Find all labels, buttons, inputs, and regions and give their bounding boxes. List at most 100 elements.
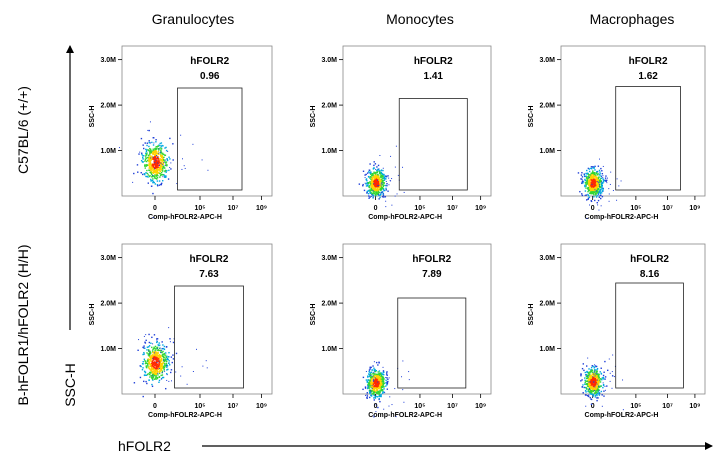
event-dot xyxy=(586,376,589,378)
event-dot xyxy=(580,380,582,382)
event-dot xyxy=(157,374,159,376)
event-dot xyxy=(147,359,149,362)
event-dot xyxy=(156,361,158,363)
plot-frame xyxy=(121,243,273,395)
event-dot xyxy=(380,180,382,182)
event-dot xyxy=(118,147,120,149)
event-dot xyxy=(153,150,155,153)
event-dot xyxy=(387,175,389,177)
event-dot xyxy=(154,151,156,154)
event-dot xyxy=(157,150,160,153)
event-dot xyxy=(373,161,375,163)
event-dot xyxy=(149,356,151,359)
event-dot xyxy=(382,191,384,193)
event-dot xyxy=(147,156,149,159)
event-dot xyxy=(590,190,592,193)
event-dot xyxy=(159,142,161,145)
event-dot xyxy=(590,200,592,202)
event-dot xyxy=(132,181,134,183)
event-dot xyxy=(156,183,159,186)
event-dot xyxy=(164,360,166,363)
event-dot xyxy=(408,371,410,373)
event-dot xyxy=(385,379,387,381)
event-dot xyxy=(164,352,167,354)
event-dot xyxy=(608,358,610,360)
event-dot xyxy=(151,141,153,144)
event-dot xyxy=(384,392,386,394)
event-dot xyxy=(590,376,593,378)
event-dot xyxy=(598,209,600,211)
event-dot xyxy=(590,393,592,395)
event-dot xyxy=(385,175,387,177)
event-dot xyxy=(597,379,599,381)
event-dot xyxy=(391,404,393,406)
event-dot xyxy=(595,190,597,193)
event-dot xyxy=(596,394,598,397)
event-dot xyxy=(377,164,380,167)
event-dot xyxy=(149,353,151,355)
event-dot xyxy=(141,368,144,371)
event-dot xyxy=(152,352,154,354)
event-dot xyxy=(373,375,376,378)
y-tick-label: 1.0M xyxy=(100,148,116,155)
event-dot xyxy=(157,360,159,362)
event-dot xyxy=(589,392,592,395)
event-dot xyxy=(375,173,377,176)
event-dot xyxy=(152,168,155,171)
event-dot xyxy=(148,350,150,353)
column-title-macrophages: Macrophages xyxy=(590,11,675,27)
y-tick-label: 3.0M xyxy=(539,255,555,262)
event-dot xyxy=(149,376,151,378)
event-dot xyxy=(142,156,144,159)
event-dot xyxy=(378,177,380,179)
event-dot xyxy=(380,185,383,188)
event-dot xyxy=(133,382,136,384)
event-dot xyxy=(155,150,157,152)
event-dot xyxy=(591,374,593,377)
event-dot xyxy=(596,189,599,191)
event-dot xyxy=(592,395,595,397)
event-dot xyxy=(142,346,144,349)
event-dot xyxy=(599,381,602,383)
event-dot xyxy=(378,374,381,376)
event-dot xyxy=(374,382,376,385)
event-dot xyxy=(374,377,376,379)
event-dot xyxy=(380,389,383,391)
event-dot xyxy=(379,387,381,390)
event-dot xyxy=(149,359,151,361)
event-dot xyxy=(379,184,382,187)
event-dot xyxy=(375,384,377,386)
event-dot xyxy=(597,391,600,393)
event-dot xyxy=(587,198,589,201)
event-dot xyxy=(163,162,165,164)
event-dot xyxy=(605,175,607,177)
event-dot xyxy=(375,378,377,381)
event-dot xyxy=(152,181,154,184)
event-dot xyxy=(585,387,587,389)
event-dot xyxy=(168,380,170,382)
event-dot xyxy=(604,179,606,181)
event-dot xyxy=(144,142,146,144)
event-dot xyxy=(144,347,146,350)
event-dot xyxy=(602,384,605,387)
event-dot xyxy=(165,149,168,152)
event-dot xyxy=(383,177,385,180)
event-dot xyxy=(380,174,382,177)
event-dot xyxy=(586,173,588,175)
event-dot xyxy=(593,188,595,191)
event-dot xyxy=(160,164,162,167)
event-dot xyxy=(383,371,385,373)
event-dot xyxy=(597,185,600,187)
event-dot xyxy=(152,137,154,139)
event-dot xyxy=(581,386,583,388)
y-tick-label: 2.0M xyxy=(100,301,116,308)
event-dot xyxy=(369,372,372,374)
event-dot xyxy=(144,158,147,160)
event-dot xyxy=(154,155,156,158)
event-dot xyxy=(144,362,147,365)
event-dot xyxy=(381,179,383,181)
event-dot xyxy=(590,172,592,175)
event-dot xyxy=(606,179,608,182)
event-dot xyxy=(394,195,396,197)
event-dot xyxy=(147,129,149,131)
